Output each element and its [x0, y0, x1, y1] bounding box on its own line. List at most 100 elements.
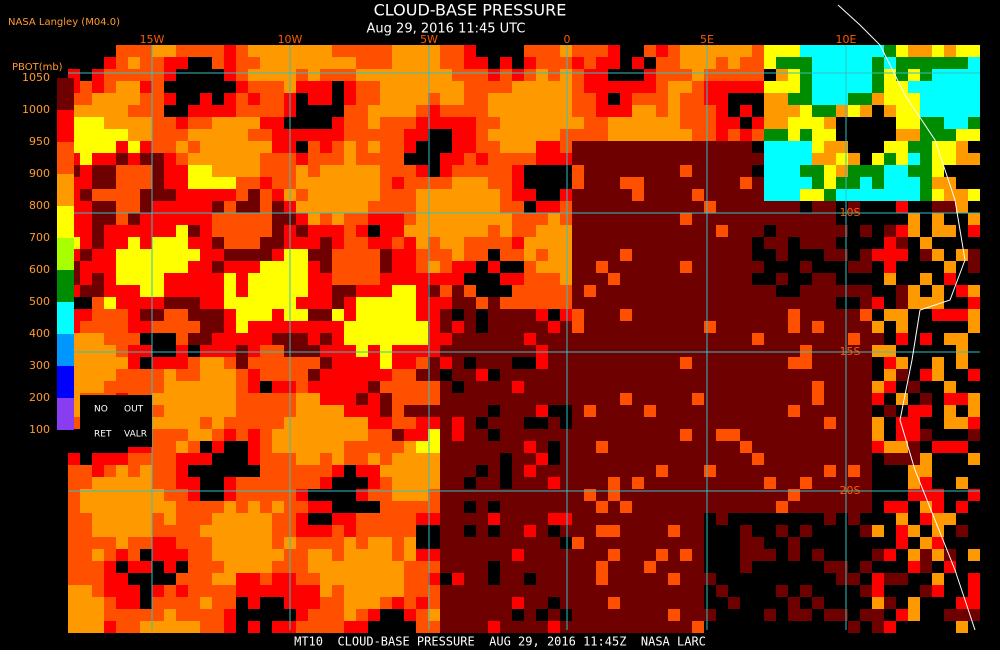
- cloud-pixel: [296, 333, 308, 345]
- cloud-pixel: [800, 369, 812, 381]
- cloud-pixel: [212, 489, 224, 501]
- cloud-pixel: [584, 285, 596, 297]
- cloud-pixel: [572, 357, 584, 369]
- cloud-pixel: [680, 117, 692, 129]
- cloud-pixel: [776, 357, 788, 369]
- cloud-pixel: [380, 537, 392, 549]
- cloud-pixel: [296, 609, 308, 621]
- cloud-pixel: [188, 129, 200, 141]
- cloud-pixel: [128, 309, 140, 321]
- cloud-pixel: [716, 93, 728, 105]
- subtitle: Aug 29, 2016 11:45 UTC: [367, 22, 526, 37]
- cloud-pixel: [272, 297, 284, 309]
- cloud-pixel: [296, 357, 308, 369]
- cloud-pixel: [860, 489, 872, 501]
- cloud-pixel: [320, 381, 332, 393]
- cloud-pixel: [440, 237, 452, 249]
- cloud-pixel: [212, 561, 224, 573]
- cloud-pixel: [476, 597, 488, 609]
- cloud-pixel: [296, 549, 308, 561]
- cloud-pixel: [92, 453, 104, 465]
- cloud-pixel: [884, 345, 896, 357]
- cloud-pixel: [176, 429, 188, 441]
- cloud-pixel: [644, 393, 656, 405]
- cloud-pixel: [344, 237, 356, 249]
- cloud-pixel: [704, 345, 716, 357]
- cloud-pixel: [92, 237, 104, 249]
- cloud-pixel: [368, 525, 380, 537]
- cloud-pixel: [800, 597, 812, 609]
- cloud-pixel: [296, 165, 308, 177]
- colorbar-segment: [57, 334, 74, 366]
- cloud-pixel: [68, 57, 80, 69]
- cloud-pixel: [644, 453, 656, 465]
- cloud-pixel: [68, 573, 80, 585]
- cloud-pixel: [740, 81, 752, 93]
- colorbar-segment: [57, 206, 74, 238]
- cloud-pixel: [260, 369, 272, 381]
- cloud-pixel: [296, 465, 308, 477]
- cloud-pixel: [368, 393, 380, 405]
- cloud-pixel: [800, 489, 812, 501]
- cloud-pixel: [332, 237, 344, 249]
- cloud-pixel: [116, 381, 128, 393]
- cloud-pixel: [356, 501, 368, 513]
- cloud-pixel: [536, 225, 548, 237]
- cloud-pixel: [572, 597, 584, 609]
- cloud-pixel: [104, 45, 116, 57]
- cloud-pixel: [248, 585, 260, 597]
- cloud-pixel: [488, 417, 500, 429]
- cloud-pixel: [560, 561, 572, 573]
- cloud-pixel: [632, 285, 644, 297]
- cloud-pixel: [200, 573, 212, 585]
- cloud-pixel: [836, 129, 848, 141]
- cloud-pixel: [536, 453, 548, 465]
- cloud-pixel: [668, 381, 680, 393]
- cloud-pixel: [584, 477, 596, 489]
- cloud-pixel: [92, 249, 104, 261]
- cloud-pixel: [608, 585, 620, 597]
- cloud-pixel: [68, 609, 80, 621]
- cloud-pixel: [308, 561, 320, 573]
- cloud-pixel: [572, 225, 584, 237]
- cloud-pixel: [752, 321, 764, 333]
- cloud-pixel: [392, 345, 404, 357]
- cloud-pixel: [260, 189, 272, 201]
- cloud-pixel: [740, 261, 752, 273]
- cloud-pixel: [332, 333, 344, 345]
- cloud-pixel: [416, 213, 428, 225]
- cloud-pixel: [308, 225, 320, 237]
- cloud-pixel: [788, 477, 800, 489]
- cloud-pixel: [536, 249, 548, 261]
- cloud-pixel: [164, 369, 176, 381]
- cloud-pixel: [104, 153, 116, 165]
- cloud-pixel: [488, 129, 500, 141]
- cloud-pixel: [788, 357, 800, 369]
- cloud-pixel: [164, 45, 176, 57]
- cloud-pixel: [668, 261, 680, 273]
- cloud-pixel: [260, 117, 272, 129]
- cloud-pixel: [176, 609, 188, 621]
- cloud-pixel: [428, 129, 440, 141]
- cloud-pixel: [104, 549, 116, 561]
- cloud-pixel: [116, 321, 128, 333]
- cloud-pixel: [464, 369, 476, 381]
- cloud-pixel: [272, 393, 284, 405]
- cloud-pixel: [464, 45, 476, 57]
- cloud-pixel: [104, 105, 116, 117]
- cloud-pixel: [608, 369, 620, 381]
- cloud-pixel: [164, 609, 176, 621]
- cloud-pixel: [680, 369, 692, 381]
- cloud-pixel: [572, 189, 584, 201]
- cloud-pixel: [212, 369, 224, 381]
- cloud-pixel: [884, 117, 896, 129]
- cloud-pixel: [584, 501, 596, 513]
- cloud-pixel: [836, 285, 848, 297]
- cloud-pixel: [212, 69, 224, 81]
- cloud-pixel: [572, 381, 584, 393]
- cloud-pixel: [188, 225, 200, 237]
- cloud-pixel: [296, 381, 308, 393]
- cloud-pixel: [836, 213, 848, 225]
- cloud-pixel: [224, 357, 236, 369]
- cloud-pixel: [212, 525, 224, 537]
